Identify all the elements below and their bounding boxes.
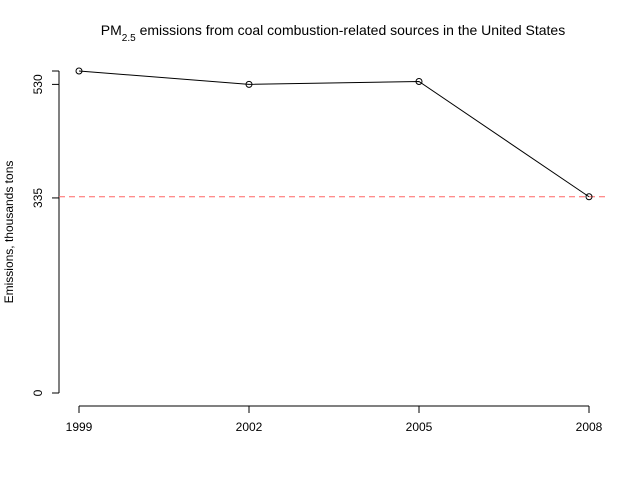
title-subscript: 2.5 (122, 33, 136, 44)
x-tick-label-0: 1999 (66, 420, 93, 434)
title-rest: emissions from coal combustion-related s… (136, 22, 566, 38)
data-point-1 (245, 80, 253, 88)
data-point-0 (75, 67, 83, 75)
x-tick-label-2: 2005 (406, 420, 433, 434)
x-tick-label-3: 2008 (576, 420, 603, 434)
axes: 0 335 530 1999 2002 2005 2008 (31, 70, 603, 434)
y-axis-label: Emissions, thousands tons (2, 161, 16, 304)
x-tick-label-1: 2002 (236, 420, 263, 434)
y-tick-label-1: 335 (31, 188, 45, 208)
chart-title: PM2.5 emissions from coal combustion-rel… (101, 22, 565, 44)
title-main: PM (101, 22, 122, 38)
series-line (78, 70, 590, 198)
data-point-3 (585, 193, 593, 201)
series-layer (75, 67, 593, 201)
data-point-2 (415, 77, 423, 85)
y-tick-label-0: 0 (31, 389, 45, 396)
y-tick-label-2: 530 (31, 74, 45, 94)
